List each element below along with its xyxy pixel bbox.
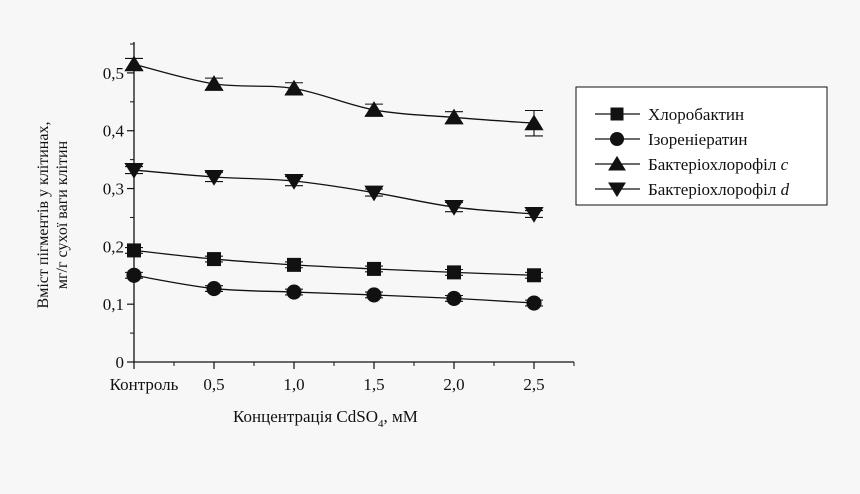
y-tick-label: 0,3 — [103, 180, 124, 199]
legend-entry-2: Ізореніератин — [595, 130, 747, 149]
data-point — [364, 185, 384, 202]
data-point — [447, 265, 461, 280]
legend: Хлоробактин Ізореніератин Бактеріохлорофіл… — [575, 86, 828, 206]
data-point — [127, 243, 141, 258]
legend-marker — [608, 155, 626, 171]
x-tick-label: 1,0 — [283, 375, 304, 394]
data-point — [526, 295, 542, 311]
data-point — [207, 252, 221, 267]
series-line — [133, 249, 535, 276]
x-tick-label: 1,5 — [363, 375, 384, 394]
x-axis-label-subscript: 4 — [378, 418, 384, 430]
legend-label-suffix: d — [781, 180, 790, 199]
legend-marker — [608, 182, 626, 198]
legend-label-name: Бактеріохлорофіл — [648, 180, 781, 199]
data-point — [204, 169, 224, 186]
legend-entry-4: Бактеріохлорофіл d — [595, 180, 790, 199]
data-point — [204, 75, 224, 91]
data-point — [287, 257, 301, 272]
y-tick-label: 0,1 — [103, 295, 124, 314]
legend-label-suffix: c — [781, 155, 789, 174]
data-point — [367, 261, 381, 276]
legend-label: Бактеріохлорофіл c — [648, 155, 789, 174]
data-point — [286, 284, 302, 300]
y-tick-label: 0,5 — [103, 64, 124, 83]
axes: 0 0,1 0,2 0,3 0,4 0,5 Контроль 0,5 1,0 1,5 2,0 2,5 — [103, 42, 575, 394]
y-tick-label: 0,4 — [103, 122, 125, 141]
legend-label-name: Бактеріохлорофіл — [648, 155, 781, 174]
legend-entry-1: Хлоробактин — [595, 105, 744, 124]
series-line — [133, 169, 535, 215]
data-point — [284, 174, 304, 190]
legend-label-name: Ізореніератин — [648, 130, 747, 149]
series-1 — [125, 243, 543, 283]
x-tick-label: 0,5 — [203, 375, 224, 394]
data-point — [126, 267, 142, 283]
y-axis-label-line2: мг/г сухої ваги клітин — [54, 140, 71, 289]
legend-label-name: Хлоробактин — [648, 105, 744, 124]
series-3 — [124, 55, 544, 137]
series-2 — [125, 267, 543, 311]
y-axis-label-line1: Вміст пігментів у клітинах, — [35, 122, 52, 309]
series-layer — [124, 55, 544, 311]
data-point — [366, 287, 382, 303]
data-point — [524, 114, 544, 131]
legend-label: Хлоробактин — [648, 105, 744, 124]
svg-text:Концентрація CdSO4, мМ: Концентрація CdSO4, мМ — [233, 407, 418, 430]
x-axis-label-main: Концентрація CdSO — [233, 407, 378, 426]
data-point — [444, 108, 464, 125]
series-line — [133, 274, 535, 304]
data-point — [206, 281, 222, 297]
y-tick-label: 0 — [116, 353, 125, 372]
x-tick-label: 2,0 — [443, 375, 464, 394]
legend-marker — [610, 107, 624, 121]
series-4 — [124, 163, 544, 223]
legend-label: Ізореніератин — [648, 130, 747, 149]
legend-label: Бактеріохлорофіл d — [648, 180, 790, 199]
x-tick-label: 2,5 — [523, 375, 544, 394]
data-point — [124, 55, 144, 72]
data-point — [444, 200, 464, 216]
y-tick-label: 0,2 — [103, 237, 124, 256]
data-point — [364, 101, 384, 117]
data-point — [124, 163, 144, 179]
legend-entry-3: Бактеріохлорофіл c — [595, 155, 789, 174]
data-point — [524, 206, 544, 223]
x-axis-label-unit: , мМ — [383, 407, 417, 426]
legend-marker — [609, 131, 625, 147]
data-point — [446, 290, 462, 306]
x-axis-label: Концентрація CdSO4, мМ — [233, 407, 418, 430]
data-point — [284, 79, 304, 96]
series-line — [133, 63, 535, 124]
y-axis-label: Вміст пігментів у клітинах, мг/г сухої в… — [35, 122, 71, 309]
data-point — [527, 268, 541, 283]
x-tick-label: Контроль — [110, 375, 179, 394]
